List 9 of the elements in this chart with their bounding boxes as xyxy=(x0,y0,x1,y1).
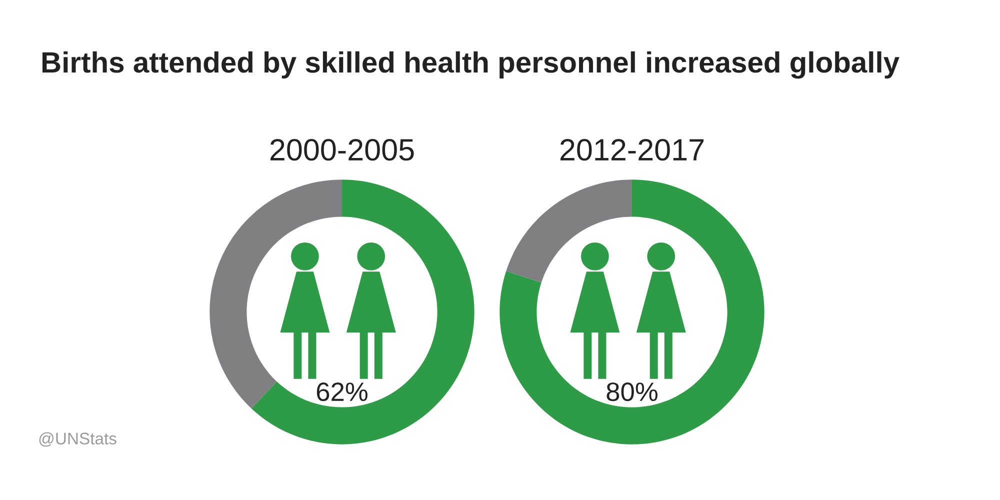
chart-title: 2012-2017 xyxy=(560,138,704,161)
text: @UNStats xyxy=(39,432,116,447)
data-label: 62% xyxy=(316,382,368,402)
text: Births attended by skilled health personnel increased globally xyxy=(42,51,900,79)
chart-title: 2000-2005 xyxy=(270,138,414,161)
donut-slice xyxy=(500,180,764,444)
donut-slice xyxy=(506,180,632,283)
data-label: 80% xyxy=(606,382,658,402)
donut-slice xyxy=(251,180,474,444)
